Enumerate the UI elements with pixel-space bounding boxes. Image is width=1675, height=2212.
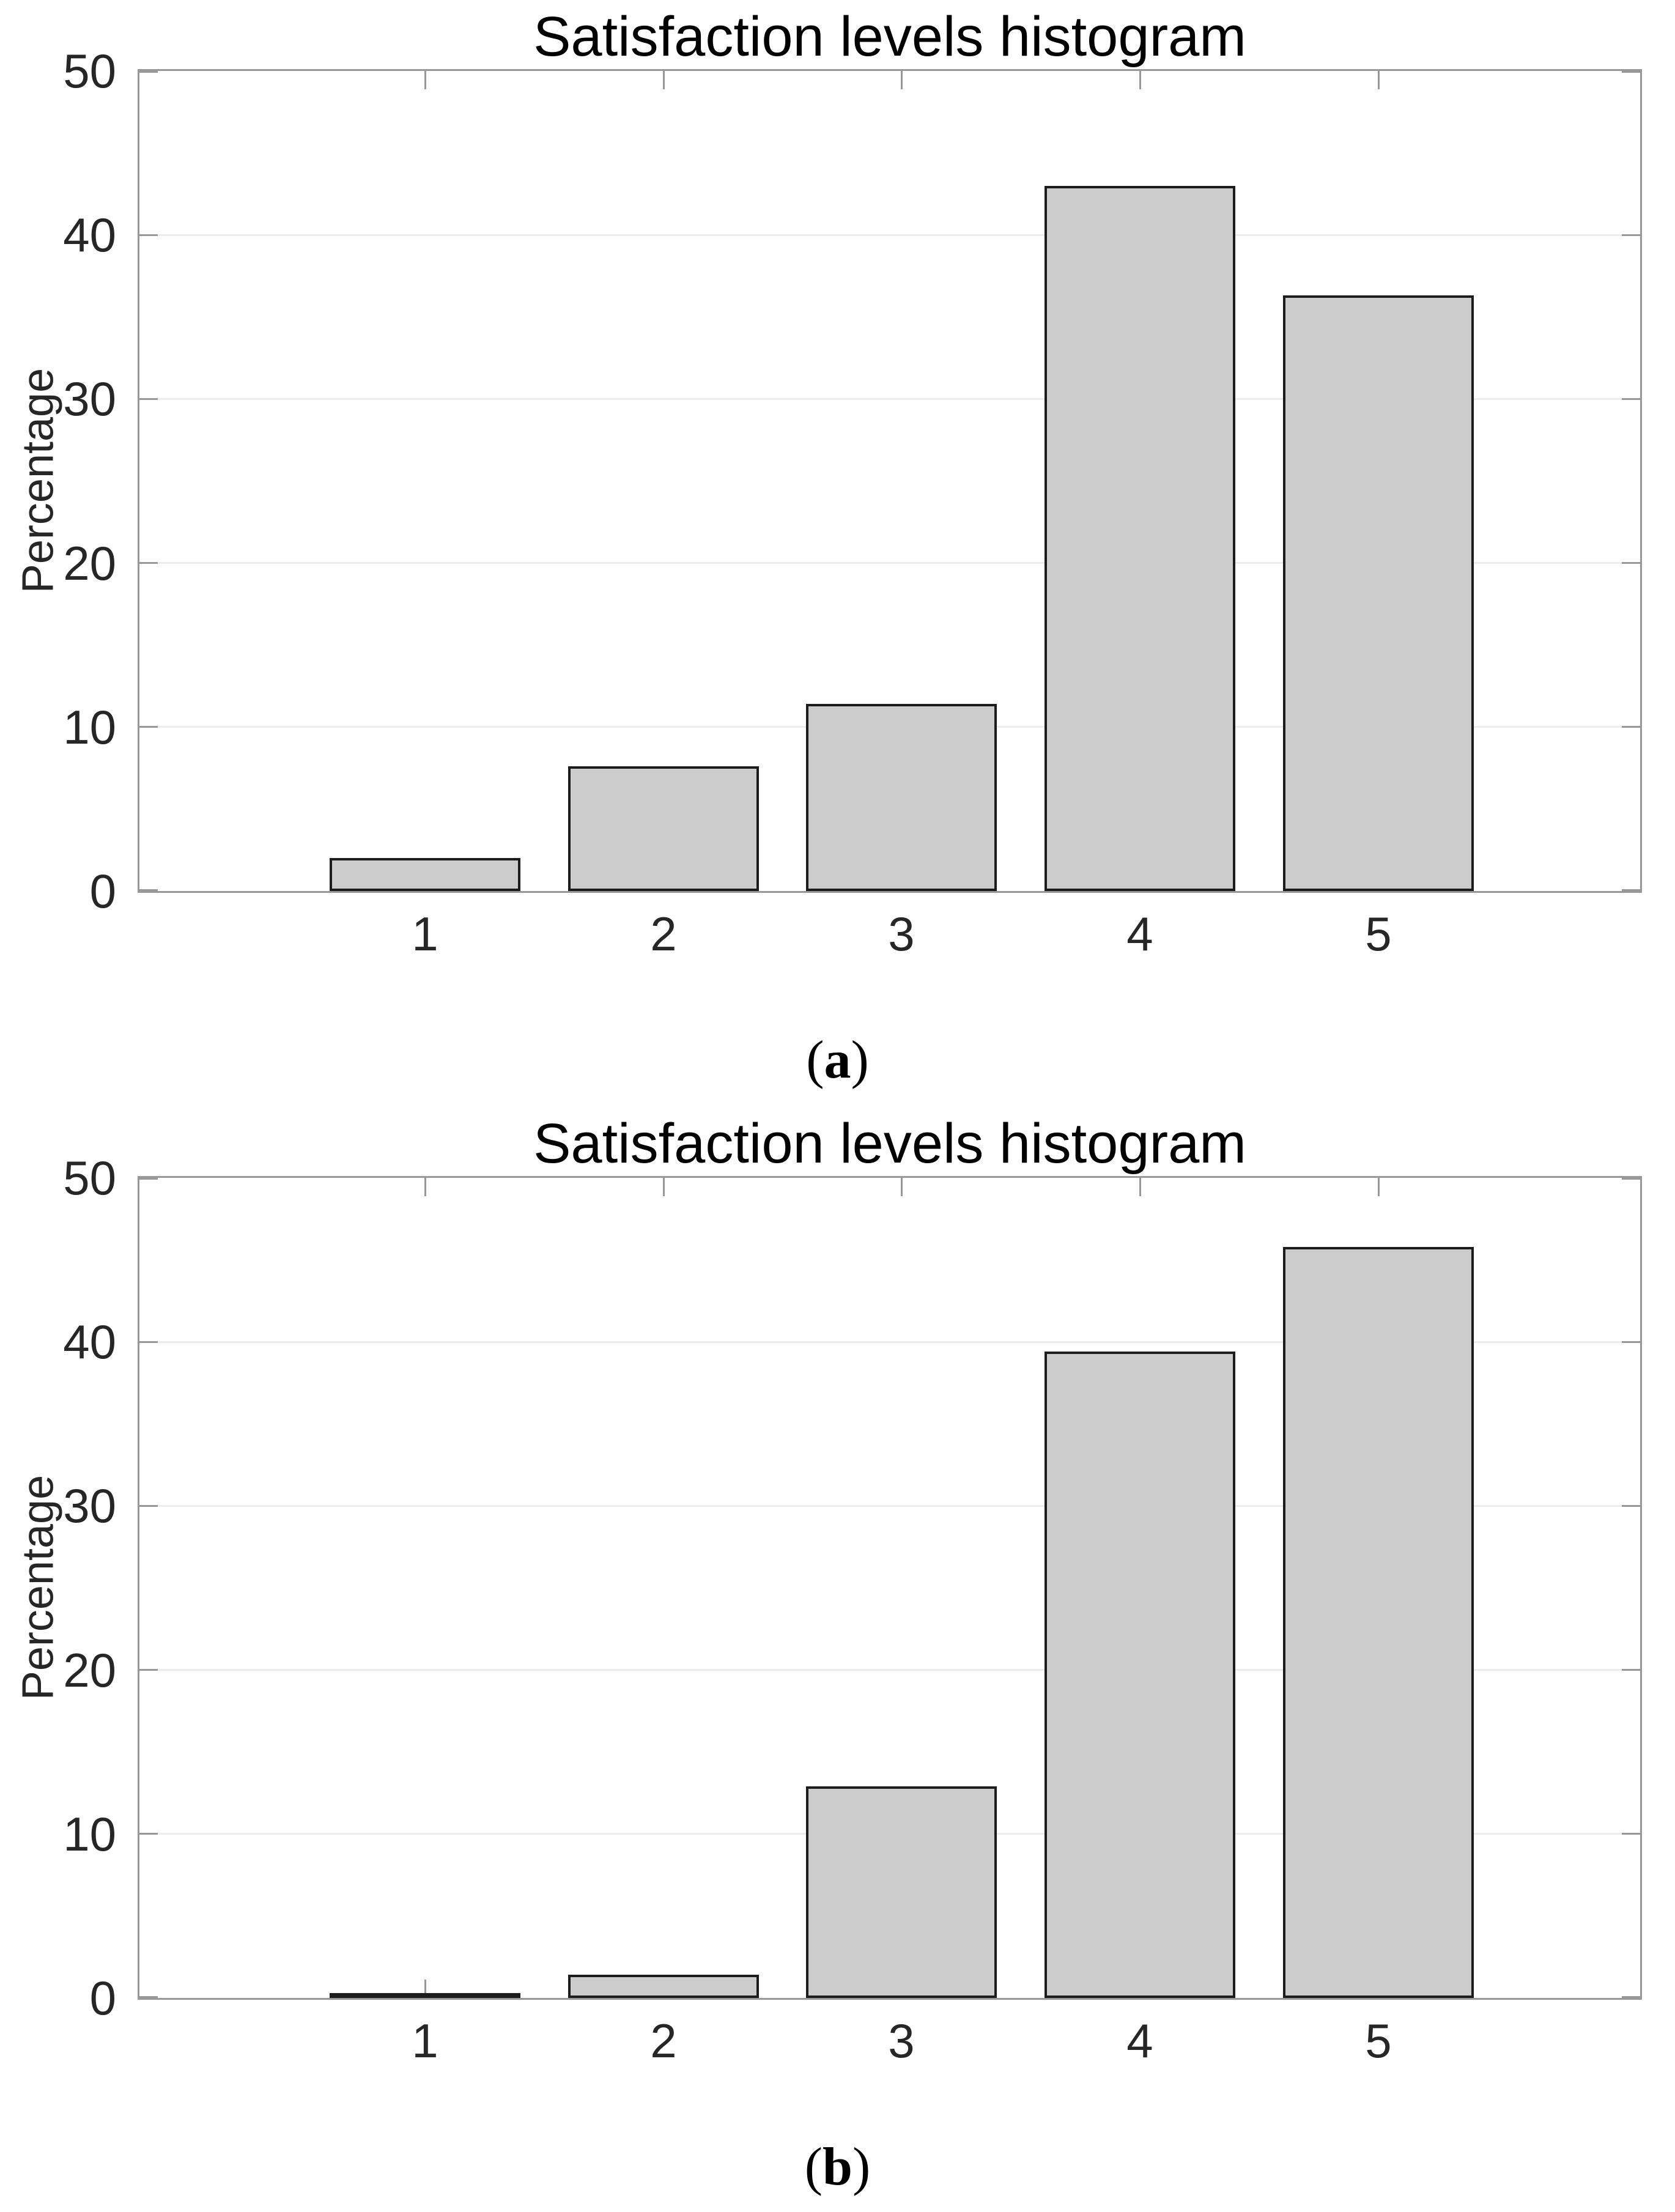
chart-title: Satisfaction levels histogram [533, 1112, 1246, 1175]
x-tick-label: 5 [1365, 2014, 1392, 2068]
y-tick-label: 30 [63, 372, 116, 426]
x-tick-mark-top [663, 71, 665, 89]
y-tick-mark-right [1622, 234, 1640, 236]
y-tick-label: 20 [63, 536, 116, 590]
y-tick-mark-right [1622, 1341, 1640, 1343]
plot-area [138, 69, 1642, 893]
x-tick-labels: 1 2 3 4 5 [139, 906, 1640, 961]
y-tick-mark-right [1622, 726, 1640, 728]
histogram-bar [568, 766, 759, 891]
y-tick-label: 10 [63, 700, 116, 754]
chart-title: Satisfaction levels histogram [533, 6, 1246, 68]
y-tick-mark-left [139, 1341, 158, 1343]
caption-paren: ) [852, 2137, 871, 2197]
y-tick-label: 50 [63, 1151, 116, 1205]
plot-gridline [139, 1505, 1640, 1507]
histogram-figure-a: Satisfaction levels histogram Percentage… [0, 6, 1675, 1090]
y-tick-mark-right [1622, 71, 1640, 73]
plot-gridline [139, 1341, 1640, 1343]
x-tick-mark-top [1139, 1178, 1141, 1196]
y-tick-label: 10 [63, 1807, 116, 1861]
y-tick-mark-left [139, 398, 158, 400]
x-tick-mark-top [901, 71, 903, 89]
x-tick-mark-top [1139, 71, 1141, 89]
x-tick-label: 3 [888, 2014, 915, 2068]
x-tick-mark-top [424, 71, 426, 89]
subfigure-caption: (b) [0, 2138, 1675, 2197]
histogram-bar [1045, 1352, 1235, 1998]
histogram-bar [330, 1993, 520, 1998]
y-tick-label: 30 [63, 1479, 116, 1533]
x-tick-mark-top [1378, 71, 1380, 89]
y-tick-label: 20 [63, 1643, 116, 1697]
histogram-bar [806, 1786, 997, 1998]
x-tick-mark-top [901, 1178, 903, 1196]
y-tick-labels: 0 10 20 30 40 50 [0, 46, 116, 916]
plot-gridline [139, 234, 1640, 236]
histogram-figure-b: Satisfaction levels histogram Percentage… [0, 1107, 1675, 2212]
x-tick-label: 2 [650, 907, 677, 961]
y-tick-mark-left [139, 234, 158, 236]
histogram-bar [1045, 186, 1235, 891]
y-tick-label: 0 [89, 1971, 116, 2025]
plot-gridline [139, 398, 1640, 400]
histogram-bar [1283, 295, 1474, 891]
plot-gridline [139, 562, 1640, 564]
subfigure-caption: (a) [0, 1031, 1675, 1090]
caption-paren: ( [804, 2137, 823, 2197]
x-tick-label: 2 [650, 2014, 677, 2068]
y-tick-label: 0 [89, 864, 116, 918]
plot-gridline [139, 1669, 1640, 1671]
y-tick-mark-right [1622, 1505, 1640, 1507]
y-tick-mark-right [1622, 1833, 1640, 1835]
y-tick-mark-right [1622, 562, 1640, 564]
caption-paren: ) [851, 1030, 869, 1090]
y-tick-mark-left [139, 562, 158, 564]
y-tick-label: 40 [63, 1315, 116, 1369]
histogram-bar [1283, 1247, 1474, 1998]
caption-paren: ( [806, 1030, 824, 1090]
y-tick-label: 50 [63, 44, 116, 98]
histogram-bar [568, 1975, 759, 1998]
y-tick-mark-left [139, 1833, 158, 1835]
y-tick-mark-right [1622, 1669, 1640, 1671]
y-tick-mark-left [139, 71, 158, 73]
y-tick-mark-left [139, 1505, 158, 1507]
x-tick-label: 5 [1365, 907, 1392, 961]
x-tick-label: 3 [888, 907, 915, 961]
y-tick-mark-right [1622, 398, 1640, 400]
x-tick-label: 1 [412, 2014, 438, 2068]
x-tick-label: 1 [412, 907, 438, 961]
y-tick-mark-right [1622, 889, 1640, 891]
y-tick-mark-right [1622, 1996, 1640, 1998]
plot-area [138, 1176, 1642, 2000]
y-tick-labels: 0 10 20 30 40 50 [0, 1153, 116, 2022]
x-tick-label: 4 [1126, 907, 1153, 961]
caption-letter: b [823, 2137, 852, 2197]
y-tick-mark-left [139, 1669, 158, 1671]
y-tick-mark-left [139, 1178, 158, 1180]
y-tick-mark-left [139, 726, 158, 728]
y-tick-label: 40 [63, 208, 116, 262]
x-tick-mark-top [663, 1178, 665, 1196]
x-tick-mark-top [1378, 1178, 1380, 1196]
x-tick-labels: 1 2 3 4 5 [139, 2013, 1640, 2068]
histogram-bar [806, 704, 997, 891]
histogram-bar [330, 858, 520, 891]
y-tick-mark-left [139, 1996, 158, 1998]
x-tick-mark-top [424, 1178, 426, 1196]
y-tick-mark-left [139, 889, 158, 891]
caption-letter: a [824, 1030, 851, 1090]
x-tick-label: 4 [1126, 2014, 1153, 2068]
x-tick-mark-bottom [424, 1980, 426, 1998]
y-tick-mark-right [1622, 1178, 1640, 1180]
